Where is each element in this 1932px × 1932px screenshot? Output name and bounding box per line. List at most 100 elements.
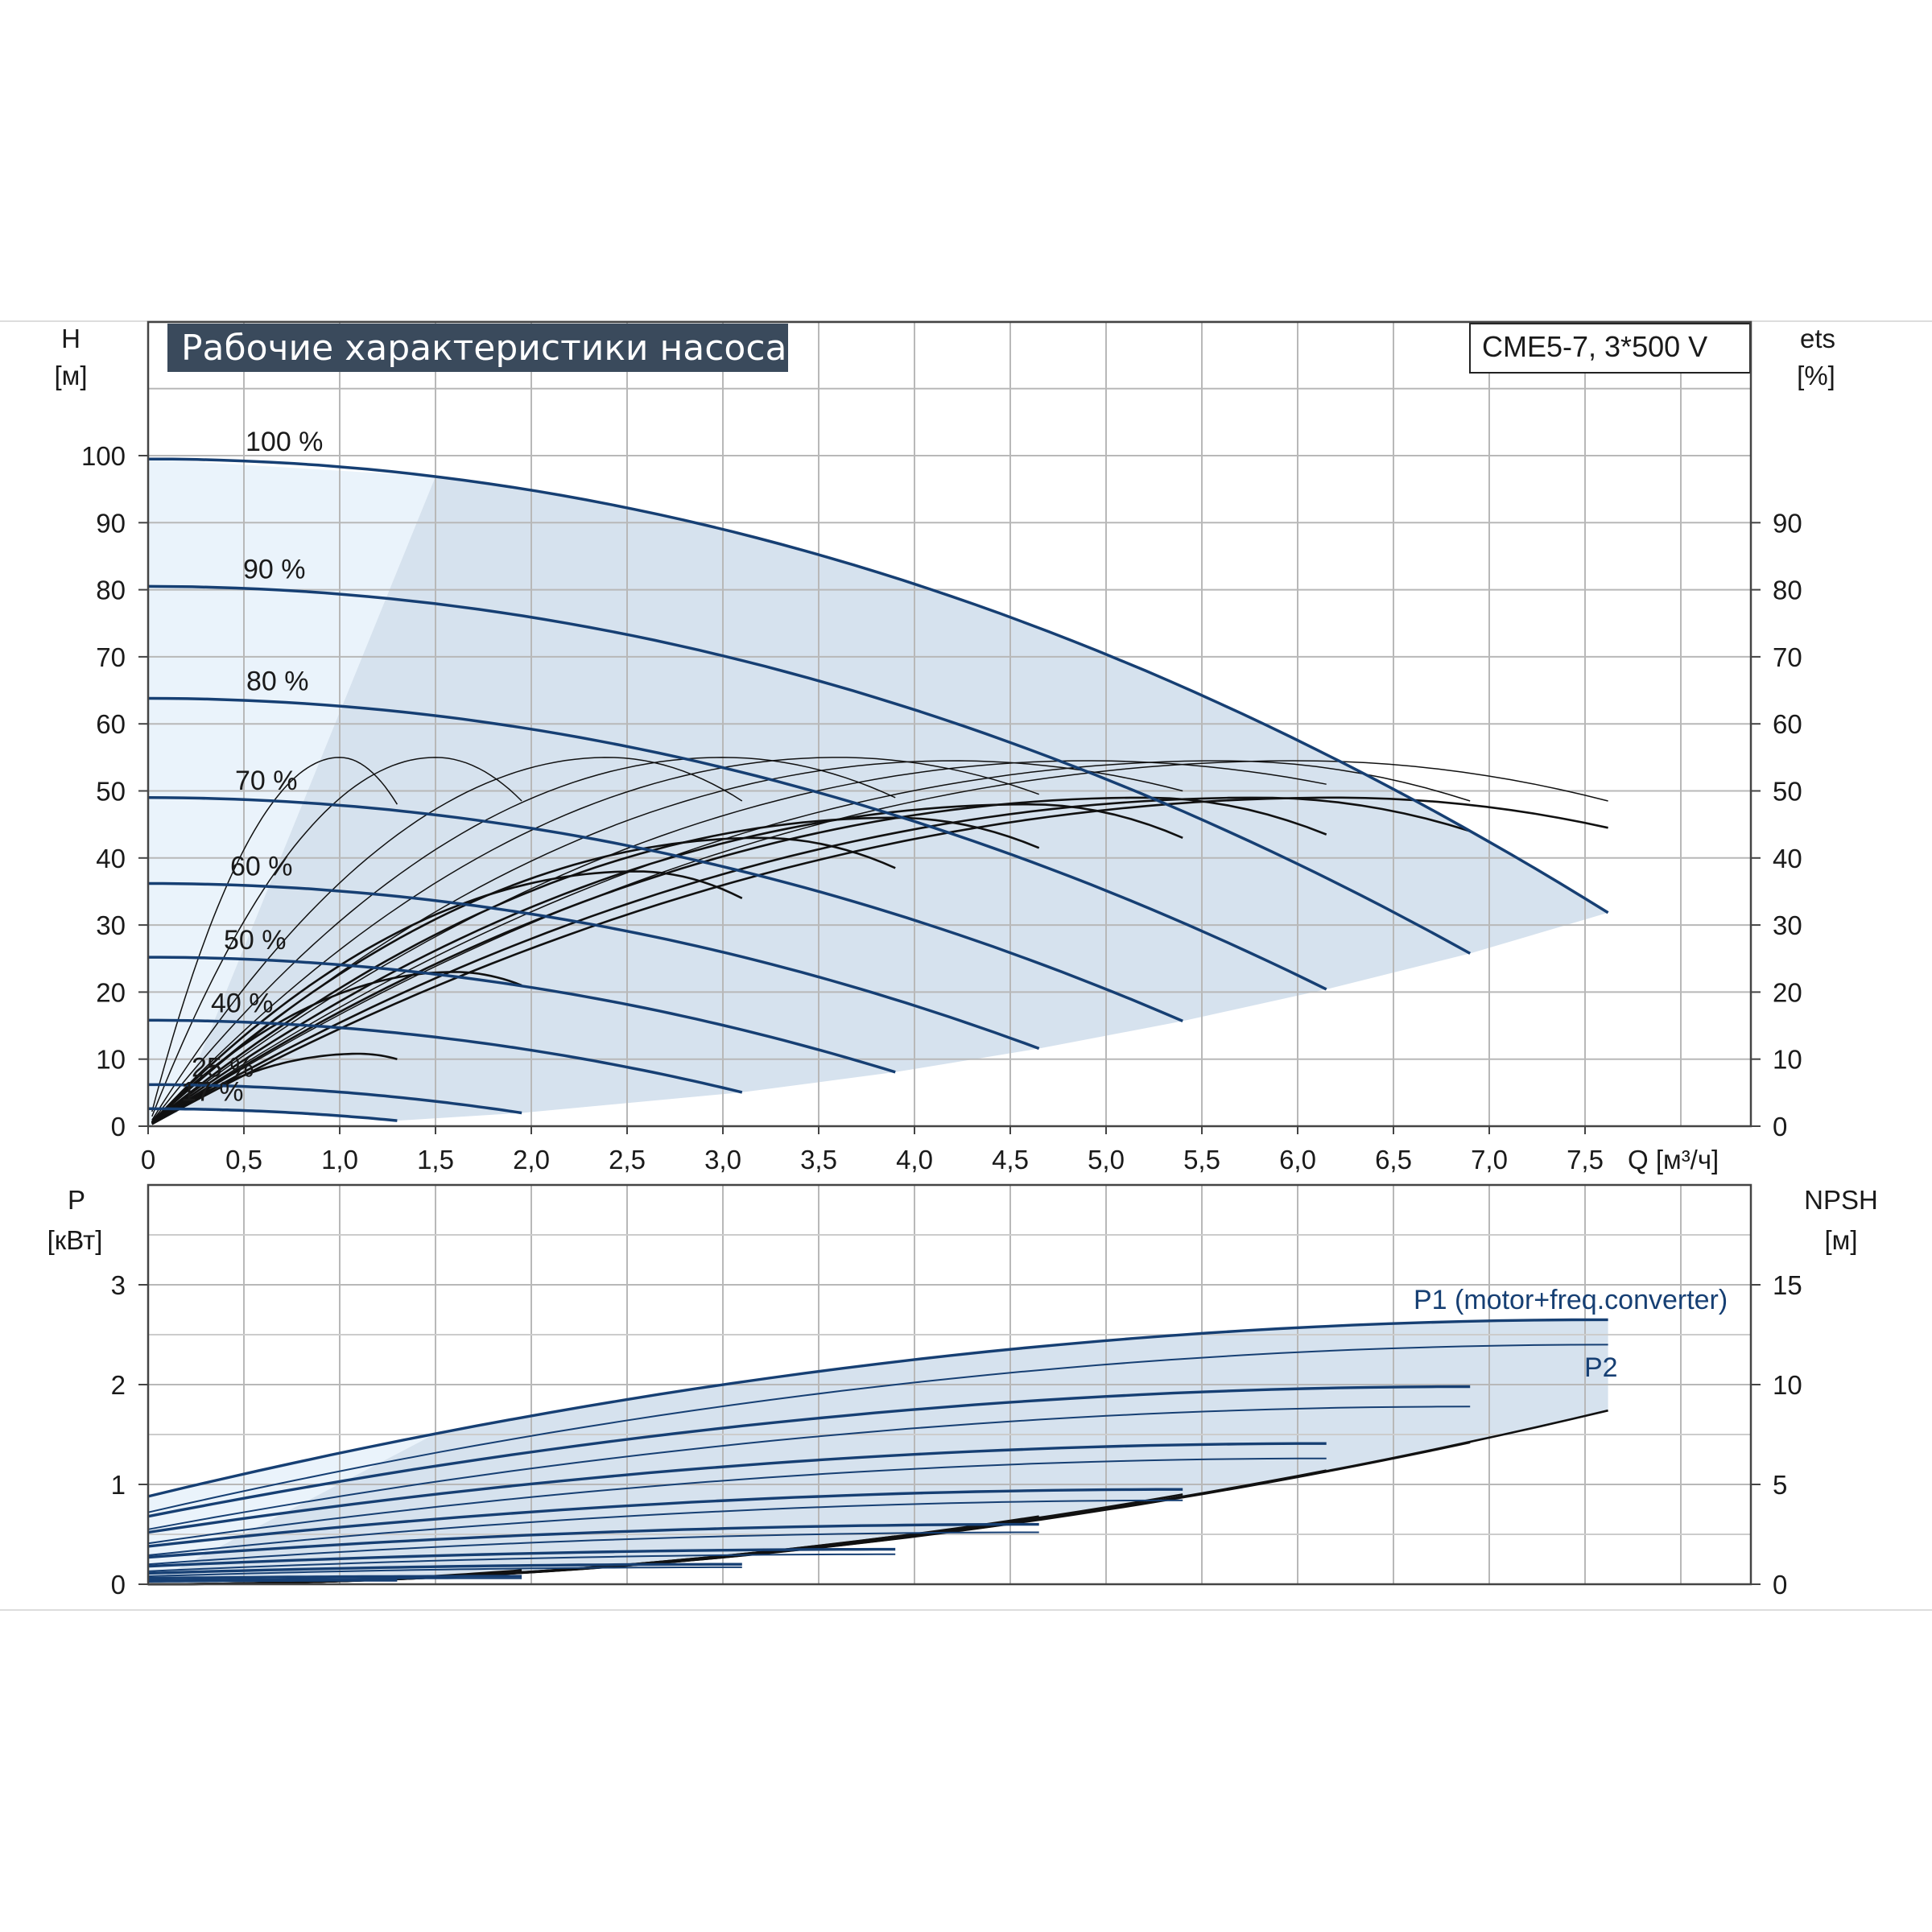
- p1-curve: [147, 1575, 522, 1580]
- efficiency-curve: [151, 796, 1471, 1125]
- p-axis-unit: [кВт]: [47, 1225, 103, 1255]
- npsh-tick-label: 15: [1773, 1270, 1802, 1300]
- x-tick-label: 0: [141, 1145, 155, 1174]
- p-axis-label: P: [68, 1185, 85, 1215]
- power-npsh-panel: 0 1 2 3 0 5 10 15 P [кВт] NPSH [м] P1 (motor+fr…: [47, 1183, 1878, 1600]
- x-tick-label: 4,0: [896, 1145, 933, 1174]
- x-tick-label: 3,5: [800, 1145, 837, 1174]
- head-curve: [147, 457, 1609, 914]
- npsh-axis-unit: [м]: [1824, 1225, 1857, 1255]
- speed-label: 90 %: [243, 554, 306, 584]
- speed-label: 17 %: [181, 1076, 244, 1107]
- p-tick-label: 3: [111, 1270, 126, 1300]
- speed-label: 50 %: [224, 925, 287, 956]
- x-tick-label: 3,0: [704, 1145, 741, 1174]
- head-curves: [147, 457, 1609, 1122]
- p2-curve: [147, 1566, 742, 1578]
- p1-curve: [147, 1563, 742, 1575]
- y-axis-label: H: [61, 324, 80, 353]
- y-tick-label: 30: [96, 910, 126, 940]
- head-efficiency-panel: 0 0,5 1,0 1,5 2,0 2,5 3,0 3,5 4,0 4,5 5,0 5,5 6,0 6,5…: [54, 320, 1835, 1174]
- p2-curve: [147, 1457, 1327, 1545]
- x-axis-label: Q [м³/ч]: [1628, 1145, 1719, 1174]
- head-curve: [147, 584, 1472, 955]
- y2-tick-label: 50: [1773, 777, 1802, 807]
- x-tick-label: 7,5: [1567, 1145, 1604, 1174]
- bottom-tick-labels: 0 1 2 3 0 5 10 15: [111, 1270, 1802, 1600]
- efficiency-curve: [151, 796, 1327, 1125]
- y2-tick-label: 20: [1773, 977, 1802, 1007]
- npsh-tick-label: 5: [1773, 1470, 1787, 1500]
- efficiency-curve: [151, 870, 743, 1124]
- chart-title: Рабочие характеристики насоса: [181, 328, 786, 369]
- efficiency-curve: [151, 796, 1608, 1125]
- y-tick-label: 70: [96, 642, 126, 672]
- speed-label: 80 %: [246, 667, 309, 697]
- speed-labels: 100 % 90 % 80 % 70 % 60 % 50 % 40 % 25 %17 %: [181, 427, 323, 1107]
- x-tick-label: 6,0: [1279, 1145, 1316, 1174]
- head-curve: [148, 956, 896, 1074]
- y-tick-label: 50: [96, 777, 126, 807]
- x-tick-label: 1,5: [417, 1145, 454, 1174]
- power-envelope: [148, 1319, 1608, 1584]
- p2-series-label: P2: [1584, 1352, 1618, 1383]
- p1-curve: [147, 1579, 398, 1583]
- model-label: CME5-7, 3*500 V: [1482, 330, 1707, 363]
- y2-tick-label: 90: [1773, 508, 1802, 538]
- x-tick-label: 2,0: [513, 1145, 550, 1174]
- npsh-tick-label: 0: [1773, 1570, 1787, 1600]
- y-tick-label: 60: [96, 709, 126, 739]
- speed-label: 25 %: [192, 1052, 254, 1083]
- p2-curve: [147, 1344, 1608, 1513]
- p-tick-label: 1: [111, 1470, 126, 1500]
- p2-curve: [147, 1553, 896, 1572]
- p2-curve: [147, 1406, 1471, 1530]
- bottom-background: [148, 1319, 1608, 1584]
- y-tick-label: 10: [96, 1045, 126, 1075]
- y-tick-label: 100: [81, 441, 126, 471]
- p1-curve: [147, 1318, 1608, 1498]
- x-tick-label: 5,0: [1088, 1145, 1125, 1174]
- top-background: [148, 459, 1608, 1126]
- head-curve: [147, 796, 1183, 1023]
- p1-curve: [147, 1522, 1039, 1559]
- y-tick-label: 0: [111, 1112, 126, 1141]
- y-tick-label: 20: [96, 977, 126, 1007]
- low-power-region: [148, 1433, 436, 1584]
- head-curve: [147, 696, 1327, 991]
- y2-axis-unit: [%]: [1797, 361, 1835, 390]
- speed-label: 60 %: [230, 851, 293, 881]
- speed-label: 100 %: [246, 427, 323, 457]
- speed-label: 70 %: [235, 766, 298, 796]
- head-curve: [148, 881, 1040, 1051]
- p1-curve: [147, 1385, 1471, 1518]
- y2-tick-label: 70: [1773, 642, 1802, 672]
- efficiency-curves: [151, 757, 1608, 1125]
- p2-curve: [147, 1499, 1183, 1556]
- efficiency-curve: [151, 816, 1040, 1125]
- x-tick-label: 7,0: [1471, 1145, 1508, 1174]
- top-tick-labels: 0 0,5 1,0 1,5 2,0 2,5 3,0 3,5 4,0 4,5 5,0 5,5 6,0 6,5…: [81, 441, 1802, 1174]
- y2-tick-label: 60: [1773, 709, 1802, 739]
- head-curve: [148, 1018, 743, 1094]
- model-box: [1469, 323, 1751, 374]
- y-tick-label: 40: [96, 844, 126, 873]
- p-tick-label: 0: [111, 1570, 126, 1600]
- y-tick-label: 80: [96, 576, 126, 605]
- x-tick-label: 5,5: [1183, 1145, 1220, 1174]
- head-curve: [148, 1083, 522, 1115]
- p1-series-label: P1 (motor+freq.converter): [1414, 1285, 1728, 1315]
- p1-curve: [147, 1442, 1327, 1534]
- efficiency-curve: [151, 1052, 398, 1125]
- x-tick-label: 2,5: [609, 1145, 646, 1174]
- speed-label: 40 %: [211, 988, 274, 1018]
- p1-curve: [147, 1547, 896, 1568]
- y2-tick-label: 80: [1773, 576, 1802, 605]
- y2-axis-label: ets: [1800, 324, 1835, 353]
- y-axis-unit: [м]: [54, 361, 87, 390]
- efficiency-curve: [151, 760, 1608, 1125]
- y2-tick-label: 40: [1773, 844, 1802, 873]
- efficiency-curve: [151, 760, 1327, 1124]
- head-curve: [148, 1107, 398, 1122]
